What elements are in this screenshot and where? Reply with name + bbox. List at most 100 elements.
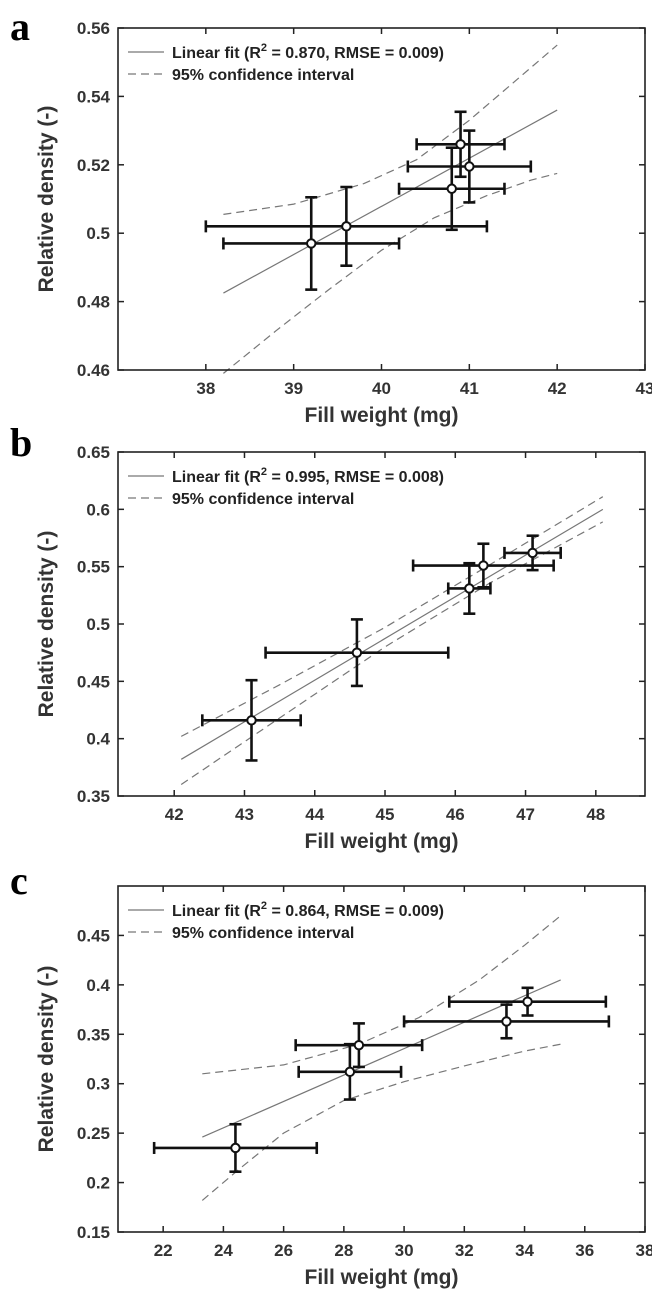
x-tick-label: 34 xyxy=(515,1241,534,1260)
data-marker xyxy=(464,583,475,594)
plot-frame xyxy=(117,885,646,1233)
x-tick-label: 40 xyxy=(372,379,391,398)
x-tick-label: 39 xyxy=(284,379,303,398)
y-tick-label: 0.5 xyxy=(86,224,110,243)
x-tick-label: 26 xyxy=(274,1241,293,1260)
chart-panel-c: 22 24 26 28 30 32 34 36 38 0.15 0.2 0.25 0.3 0.35 0.4 0… xyxy=(35,885,652,1289)
y-axis-label: Relative density (-) xyxy=(35,966,58,1153)
data-marker xyxy=(446,183,457,194)
data-marker xyxy=(478,560,489,571)
data-point xyxy=(201,678,302,762)
y-tick-label: 0.5 xyxy=(86,615,110,634)
data-marker xyxy=(501,1016,512,1027)
x-tick-label: 32 xyxy=(455,1241,474,1260)
y-tick-label: 0.46 xyxy=(77,361,110,380)
data-point xyxy=(264,618,450,688)
y-axis-label: Relative density (-) xyxy=(35,106,58,293)
legend-entry-fit: Linear fit (R2 = 0.864, RMSE = 0.009) xyxy=(172,900,444,920)
x-tick-label: 42 xyxy=(165,805,184,824)
x-tick-label: 43 xyxy=(636,379,652,398)
x-tick-label: 42 xyxy=(548,379,567,398)
x-tick-label: 48 xyxy=(586,805,605,824)
data-marker xyxy=(344,1066,356,1078)
data-point xyxy=(294,1022,424,1069)
y-tick-label: 0.2 xyxy=(86,1174,110,1193)
data-marker xyxy=(341,221,352,232)
y-tick-label: 0.35 xyxy=(77,787,110,806)
legend-text-part: = 0.995, RMSE = 0.008) xyxy=(267,469,444,486)
x-tick-label: 44 xyxy=(305,805,324,824)
x-tick-label: 38 xyxy=(196,379,215,398)
y-tick-label: 0.54 xyxy=(77,87,111,106)
x-tick-label: 45 xyxy=(376,805,395,824)
data-marker xyxy=(455,139,466,150)
legend-entry-ci: 95% confidence interval xyxy=(172,67,354,84)
ci-upper-line xyxy=(223,44,558,215)
ci-lower-line xyxy=(180,521,604,785)
fit-line xyxy=(223,109,558,294)
plot-frame xyxy=(117,451,646,797)
y-tick-label: 0.25 xyxy=(77,1124,110,1143)
legend-text-part: Linear fit (R xyxy=(172,469,261,486)
data-point xyxy=(297,1042,403,1101)
data-marker xyxy=(306,238,317,249)
y-axis-label: Relative density (-) xyxy=(35,531,58,718)
x-axis-label: Fill weight (mg) xyxy=(305,830,459,853)
legend-text-part: = 0.864, RMSE = 0.009) xyxy=(267,903,444,920)
data-marker xyxy=(353,1039,365,1051)
x-tick-label: 22 xyxy=(154,1241,173,1260)
legend-text-part: = 0.870, RMSE = 0.009) xyxy=(267,45,444,62)
data-point xyxy=(402,1003,611,1040)
fit-line xyxy=(202,979,561,1138)
chart-panel-a: 38 39 40 41 42 43 0.46 0.48 0.5 0.52 0.54 0.56 Fill … xyxy=(35,19,652,427)
y-tick-label: 0.6 xyxy=(86,500,110,519)
y-tick-label: 0.15 xyxy=(77,1223,110,1242)
legend-superscript: 2 xyxy=(261,466,267,478)
y-tick-label: 0.48 xyxy=(77,293,110,312)
fit-line xyxy=(180,508,604,760)
ci-lower-line xyxy=(223,172,558,374)
data-marker xyxy=(351,647,363,658)
panel-label-c: c xyxy=(10,858,28,903)
legend-entry-ci: 95% confidence interval xyxy=(172,491,354,508)
legend-superscript: 2 xyxy=(261,42,267,54)
y-tick-label: 0.4 xyxy=(86,976,110,995)
data-marker xyxy=(230,1142,241,1154)
chart-panel-b: 42 43 44 45 46 47 48 0.35 0.4 0.45 0.5 0.55 0.6 0.65 F… xyxy=(35,443,646,853)
data-point xyxy=(152,1122,319,1173)
y-tick-label: 0.4 xyxy=(86,730,110,749)
data-marker xyxy=(522,996,533,1007)
legend-entry-fit: Linear fit (R2 = 0.870, RMSE = 0.009) xyxy=(172,42,444,62)
y-tick-label: 0.45 xyxy=(77,672,110,691)
x-tick-label: 30 xyxy=(395,1241,414,1260)
y-tick-label: 0.52 xyxy=(77,156,110,175)
ci-upper-line xyxy=(202,915,562,1075)
data-point xyxy=(503,534,562,572)
panel-label-b: b xyxy=(10,420,32,465)
y-tick-label: 0.3 xyxy=(86,1075,110,1094)
x-tick-label: 36 xyxy=(575,1241,594,1260)
data-marker xyxy=(246,715,257,726)
legend-entry-fit: Linear fit (R2 = 0.995, RMSE = 0.008) xyxy=(172,466,444,486)
ci-lower-line xyxy=(201,1043,561,1201)
y-tick-label: 0.35 xyxy=(77,1025,110,1044)
x-tick-label: 24 xyxy=(214,1241,233,1260)
data-point xyxy=(397,146,506,232)
plot-frame xyxy=(117,27,646,371)
y-tick-label: 0.45 xyxy=(77,926,110,945)
data-point xyxy=(222,195,401,291)
y-tick-label: 0.56 xyxy=(77,19,110,38)
data-point xyxy=(447,986,608,1017)
x-tick-label: 43 xyxy=(235,805,254,824)
data-marker xyxy=(464,161,475,172)
y-tick-label: 0.55 xyxy=(77,558,110,577)
legend-superscript: 2 xyxy=(261,900,267,912)
data-marker xyxy=(527,547,538,559)
x-axis-label: Fill weight (mg) xyxy=(305,1266,459,1289)
x-tick-label: 41 xyxy=(460,379,479,398)
y-tick-label: 0.65 xyxy=(77,443,110,462)
legend-entry-ci: 95% confidence interval xyxy=(172,925,354,942)
data-point xyxy=(204,185,489,267)
x-tick-label: 47 xyxy=(516,805,535,824)
